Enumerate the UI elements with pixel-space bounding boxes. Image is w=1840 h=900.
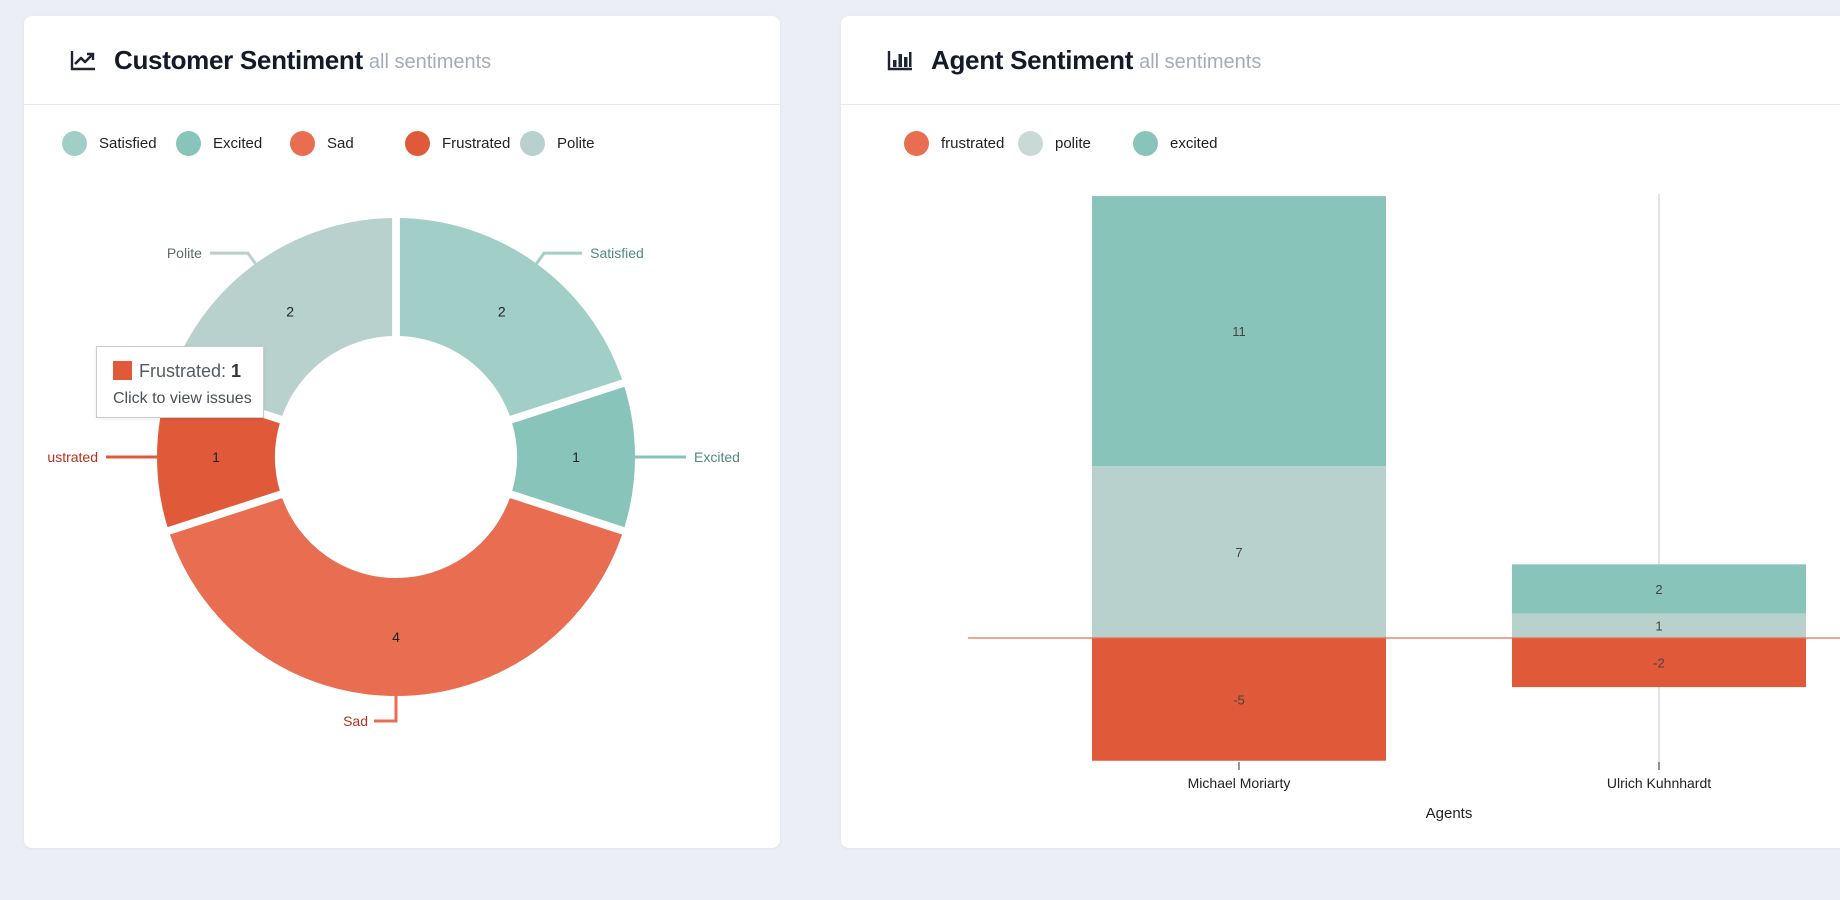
legend-label: Frustrated	[442, 135, 511, 152]
leader-line	[374, 695, 398, 723]
tooltip-action: Click to view issues	[113, 390, 252, 407]
legend-item-polite[interactable]: Polite	[520, 131, 595, 156]
bar-group-ulrich-kuhnhardt[interactable]: -2 1 2	[1512, 564, 1806, 688]
bar-segment-polite[interactable]	[1092, 466, 1386, 638]
legend-label: Satisfied	[99, 135, 157, 152]
slice-outer-label: Sad	[343, 713, 368, 729]
bar-segment-excited[interactable]	[1512, 564, 1806, 614]
chart-tooltip[interactable]: Frustrated: 1 Click to view issues	[96, 346, 264, 418]
bar-segment-polite[interactable]	[1512, 613, 1806, 638]
legend-dot	[904, 131, 929, 156]
tooltip-swatch	[113, 361, 132, 380]
legend-label: Excited	[213, 135, 263, 152]
legend-item-frustrated[interactable]: frustrated	[904, 131, 1004, 156]
customer-sentiment-card: Customer Sentiment all sentiments Satisf…	[24, 16, 780, 848]
legend-dot	[62, 131, 87, 156]
slice-arc-sad[interactable]	[167, 495, 625, 698]
legend-item-sad[interactable]: Sad	[290, 131, 354, 156]
slice-satisfied[interactable]: 2 Satisfied	[397, 216, 644, 419]
bar-value-label: 2	[1655, 582, 1662, 597]
slice-value-label: 1	[572, 449, 580, 465]
legend-item-frustrated[interactable]: Frustrated	[405, 131, 510, 156]
slice-value-label: 1	[212, 449, 220, 465]
x-tick-label: Ulrich Kuhnhardt	[1607, 775, 1711, 791]
legend-dot	[176, 131, 201, 156]
slice-outer-label: Satisfied	[590, 245, 644, 261]
bar-value-label: 7	[1235, 545, 1242, 560]
legend-item-excited[interactable]: Excited	[176, 131, 262, 156]
legend-label: Polite	[557, 135, 595, 152]
legend-label: Sad	[327, 135, 354, 152]
bar-segment-frustrated[interactable]	[1092, 638, 1386, 761]
agent-card-header: Agent Sentiment all sentiments	[841, 16, 1840, 105]
line-chart-icon	[70, 49, 96, 71]
agent-card-title: Agent Sentiment	[931, 44, 1134, 75]
leader-line	[209, 251, 258, 266]
slice-excited[interactable]: 1 Excited	[509, 384, 740, 530]
slice-outer-label: Polite	[167, 245, 202, 261]
bar-chart-icon	[887, 49, 913, 71]
customer-donut-chart: 2 Satisfied 1 Excited 4 Sad 1 ustrated 2 Polite	[47, 216, 740, 729]
bar-value-label: 11	[1232, 324, 1246, 339]
tooltip-value: 1	[231, 361, 242, 381]
bar-segment-excited[interactable]	[1092, 196, 1386, 467]
slice-arc-satisfied[interactable]	[397, 216, 625, 419]
legend-dot	[1133, 131, 1158, 156]
legend-dot	[1018, 131, 1043, 156]
leader-line	[534, 251, 583, 266]
legend-label: frustrated	[941, 135, 1005, 152]
agent-legend: frustrated polite excited	[841, 131, 1840, 161]
slice-value-label: 4	[392, 629, 400, 645]
customer-card-title: Customer Sentiment	[114, 44, 363, 75]
bar-segment-frustrated[interactable]	[1512, 638, 1806, 688]
x-axis-label: Agents	[1426, 805, 1473, 822]
slice-value-label: 2	[286, 303, 294, 319]
legend-dot	[520, 131, 545, 156]
legend-label: excited	[1170, 135, 1218, 152]
agent-sentiment-card: Agent Sentiment all sentiments frustrate…	[841, 16, 1840, 848]
slice-outer-label: ustrated	[47, 449, 98, 465]
tooltip-label: Frustrated:	[139, 361, 227, 381]
slice-sad[interactable]: 4 Sad	[167, 495, 625, 729]
slice-outer-label: Excited	[694, 449, 740, 465]
legend-item-excited[interactable]: excited	[1133, 131, 1218, 156]
bar-value-label: -2	[1653, 656, 1665, 671]
customer-legend: Satisfied Excited Sad Frustrated Polite	[24, 131, 780, 161]
legend-dot	[405, 131, 430, 156]
legend-label: polite	[1055, 135, 1091, 152]
slice-value-label: 2	[498, 303, 506, 319]
legend-dot	[290, 131, 315, 156]
customer-card-subtitle: all sentiments	[368, 50, 492, 73]
bar-value-label: 1	[1655, 619, 1662, 634]
slice-arc-excited[interactable]	[509, 384, 637, 530]
agent-bar-chart: -5 7 11 Michael Moriarty -2 1 2 Ulrich Kuhnhard…	[968, 194, 1840, 822]
bar-group-michael-moriarty[interactable]: -5 7 11	[1092, 196, 1386, 761]
tooltip-title: Frustrated: 1	[113, 361, 263, 382]
bar-value-label: -5	[1233, 692, 1245, 707]
x-tick-label: Michael Moriarty	[1188, 775, 1291, 791]
agent-card-subtitle: all sentiments	[1139, 50, 1262, 73]
legend-item-satisfied[interactable]: Satisfied	[62, 131, 157, 156]
legend-item-polite[interactable]: polite	[1018, 131, 1091, 156]
customer-card-header: Customer Sentiment all sentiments	[24, 16, 780, 105]
